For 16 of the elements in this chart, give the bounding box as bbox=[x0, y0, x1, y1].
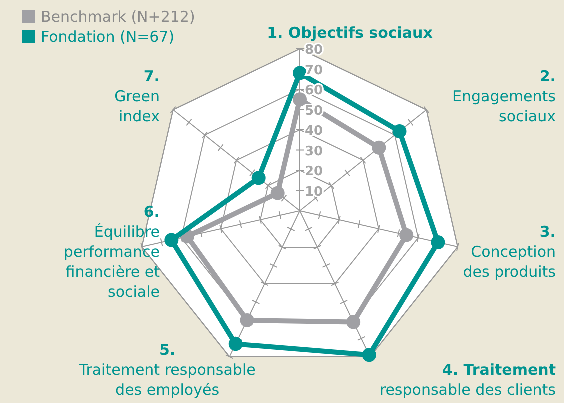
spoke-label: 6. Équilibre performance financière et sociale bbox=[64, 202, 160, 301]
y-tick-label: 30 bbox=[305, 144, 324, 160]
y-tick-label: 60 bbox=[305, 84, 324, 98]
spoke-label: 4. Traitement responsable des clients bbox=[380, 361, 556, 399]
y-tick-label: 80 bbox=[305, 43, 324, 58]
y-tick-label: 10 bbox=[305, 184, 324, 200]
legend-label: Benchmark (N+212) bbox=[41, 8, 196, 26]
spoke-label: 1. Objectifs sociaux bbox=[267, 24, 434, 42]
legend-label: Fondation (N=67) bbox=[41, 28, 175, 46]
spoke-label: 7. Green index bbox=[114, 67, 160, 126]
y-tick-label: 70 bbox=[305, 63, 324, 78]
y-tick-label: 40 bbox=[305, 124, 324, 139]
y-tick-label: 20 bbox=[305, 164, 324, 180]
spoke-label: 3. Conception des produits bbox=[463, 222, 556, 281]
spoke-label: 2. Engagements sociaux bbox=[452, 67, 556, 126]
spoke-label: 5. Traitement responsable des employés bbox=[78, 341, 256, 399]
